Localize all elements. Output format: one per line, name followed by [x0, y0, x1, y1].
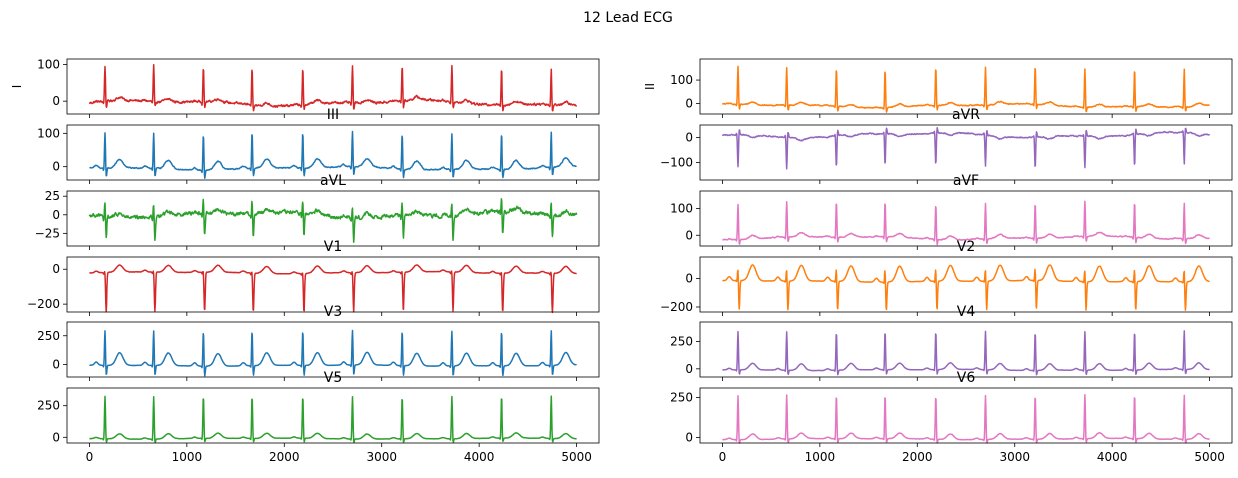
axes-frame — [66, 387, 600, 444]
y-tick-label: 100 — [670, 73, 693, 87]
panel-title: V3 — [324, 304, 342, 320]
lead-panels: 0 100 I 0 100 II 0 100 III −100 0 aVR −25 0 25 aVL 0 100 a… — [10, 58, 1233, 464]
y-tick-label: 0 — [52, 208, 60, 222]
y-tick-label: 0 — [52, 94, 60, 108]
trace-v4 — [722, 330, 1210, 376]
y-axis-label: II — [643, 83, 657, 90]
y-tick-label: 0 — [685, 430, 693, 444]
axes-frame — [66, 124, 600, 181]
y-axis-label: I — [10, 85, 24, 89]
y-tick-label: 0 — [52, 357, 60, 371]
trace-v6 — [722, 394, 1210, 444]
panel-title: V1 — [324, 239, 342, 255]
lead-panel-ii: 0 100 II — [643, 58, 1233, 118]
lead-panel-avl: −25 0 25 aVL — [35, 173, 600, 250]
x-tick-label: 2000 — [902, 450, 933, 464]
trace-v1 — [89, 264, 577, 314]
y-tick-label: 0 — [52, 430, 60, 444]
y-tick-label: 250 — [37, 399, 60, 413]
y-tick-label: −200 — [660, 300, 693, 314]
y-tick-label: 0 — [685, 131, 693, 145]
y-tick-label: 0 — [52, 160, 60, 174]
lead-panel-v2: −200 0 V2 — [660, 239, 1233, 316]
y-tick-label: 100 — [670, 201, 693, 215]
trace-avl — [88, 198, 578, 243]
panel-title: aVF — [953, 173, 979, 189]
lead-panel-v4: 0 250 V4 — [670, 304, 1233, 381]
y-tick-label: 0 — [52, 262, 60, 276]
trace-v3 — [89, 329, 577, 377]
x-tick-label: 2000 — [269, 450, 300, 464]
trace-iii — [89, 130, 577, 179]
x-tick-label: 4000 — [1097, 450, 1128, 464]
axes-frame — [699, 58, 1233, 115]
y-tick-label: 250 — [670, 335, 693, 349]
trace-i — [88, 64, 578, 112]
x-tick-label: 3000 — [366, 450, 397, 464]
lead-panel-avr: −100 0 aVR — [660, 107, 1233, 184]
trace-avr — [721, 127, 1211, 170]
trace-v2 — [722, 264, 1210, 311]
x-tick-label: 1000 — [172, 450, 203, 464]
axes-frame — [66, 321, 600, 378]
figure-title: 12 Lead ECG — [583, 10, 673, 26]
axes-frame — [699, 124, 1233, 181]
axes-frame — [699, 190, 1233, 247]
y-tick-label: 100 — [37, 58, 60, 72]
lead-panel-v1: −200 0 V1 — [27, 239, 600, 316]
x-tick-label: 0 — [719, 450, 727, 464]
y-tick-label: 25 — [45, 189, 60, 203]
x-tick-label: 0 — [86, 450, 94, 464]
y-tick-label: −100 — [660, 156, 693, 170]
y-tick-label: 0 — [685, 271, 693, 285]
y-tick-label: 250 — [37, 329, 60, 343]
y-tick-label: 250 — [670, 391, 693, 405]
panel-title: aVR — [952, 107, 980, 123]
y-tick-label: 100 — [37, 126, 60, 140]
x-tick-label: 5000 — [1194, 450, 1225, 464]
y-tick-label: 0 — [685, 96, 693, 110]
axes-frame — [699, 256, 1233, 313]
x-tick-label: 3000 — [999, 450, 1030, 464]
x-tick-label: 1000 — [805, 450, 836, 464]
lead-panel-iii: 0 100 III — [37, 107, 600, 184]
x-tick-label: 5000 — [561, 450, 592, 464]
lead-panel-v6: 0 250 0 1000 2000 3000 4000 5000 V6 — [670, 370, 1233, 464]
axes-frame — [699, 387, 1233, 444]
axes-frame — [699, 321, 1233, 378]
lead-panel-i: 0 100 I — [10, 58, 600, 118]
y-tick-label: 0 — [685, 228, 693, 242]
panel-title: V2 — [957, 239, 975, 255]
panel-title: V6 — [957, 370, 976, 386]
axes-frame — [66, 58, 600, 115]
panel-title: aVL — [320, 173, 346, 189]
trace-avf — [722, 200, 1210, 246]
axes-frame — [66, 190, 600, 247]
y-tick-label: −200 — [27, 297, 60, 311]
lead-panel-avf: 0 100 aVF — [670, 173, 1233, 250]
y-tick-label: −25 — [35, 226, 60, 240]
y-tick-label: 0 — [685, 362, 693, 376]
panel-title: III — [327, 107, 339, 123]
panel-title: V5 — [324, 370, 342, 386]
x-tick-label: 4000 — [464, 450, 495, 464]
trace-ii — [721, 65, 1210, 113]
trace-v5 — [89, 395, 577, 444]
lead-panel-v5: 0 250 0 1000 2000 3000 4000 5000 V5 — [37, 370, 600, 464]
panel-title: V4 — [957, 304, 976, 320]
axes-frame — [66, 256, 600, 313]
lead-panel-v3: 0 250 V3 — [37, 304, 600, 381]
